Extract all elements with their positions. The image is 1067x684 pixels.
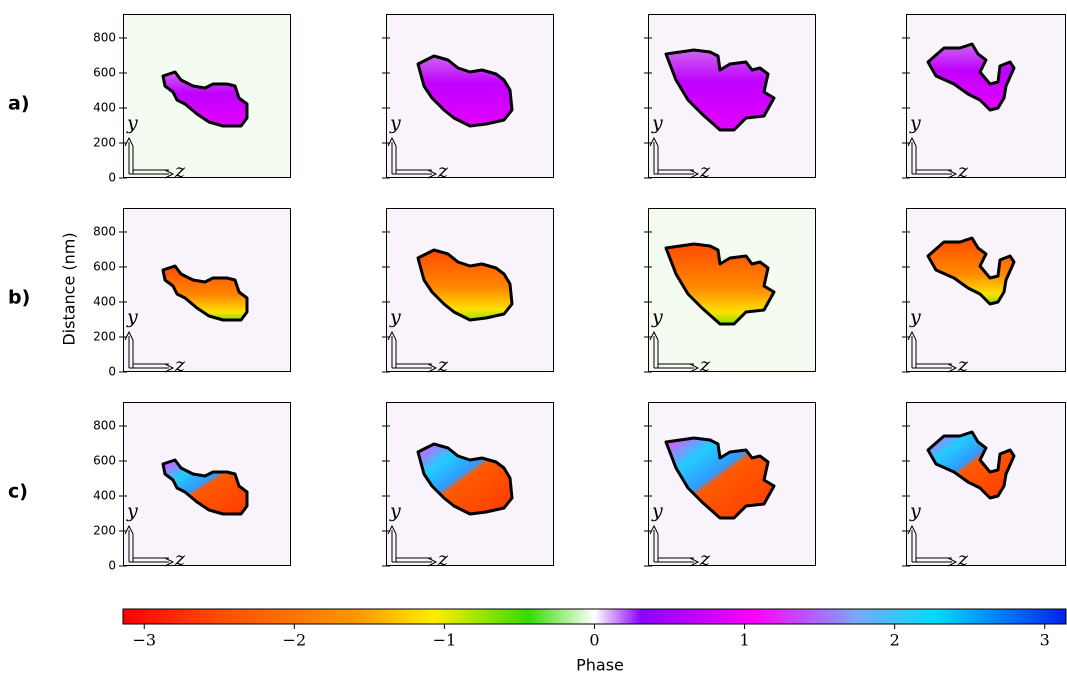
panel: y z 0 200 400 600 800 bbox=[93, 14, 291, 185]
panel: yz bbox=[902, 402, 1066, 570]
axis-glyph-y: y bbox=[909, 112, 921, 134]
row-label: b) bbox=[8, 287, 30, 309]
axis-glyph-z: z bbox=[174, 354, 186, 376]
row-label: c) bbox=[8, 481, 28, 503]
y-tick-label: 800 bbox=[93, 224, 116, 238]
axis-glyph-z: z bbox=[174, 548, 186, 570]
axis-glyph-y: y bbox=[909, 306, 921, 328]
axis-glyph-z: z bbox=[957, 160, 969, 182]
y-tick-label: 400 bbox=[93, 488, 116, 502]
axis-glyph-z: z bbox=[437, 354, 449, 376]
axis-glyph-y: y bbox=[651, 112, 663, 134]
y-tick-label: 200 bbox=[93, 135, 116, 149]
y-tick-label: 0 bbox=[108, 171, 116, 185]
axis-glyph-y: y bbox=[389, 306, 401, 328]
axis-glyph-z: z bbox=[957, 548, 969, 570]
axis-glyph-z: z bbox=[957, 354, 969, 376]
axis-glyph-y: y bbox=[909, 500, 921, 522]
axis-glyph-y: y bbox=[126, 112, 138, 134]
panel: yz bbox=[644, 402, 816, 570]
y-tick-label: 600 bbox=[93, 65, 116, 79]
panel: yz bbox=[382, 402, 554, 570]
axis-glyph-y: y bbox=[651, 306, 663, 328]
colorbar-tick-label: 3 bbox=[1040, 631, 1050, 650]
axis-glyph-z: z bbox=[437, 160, 449, 182]
y-tick-label: 800 bbox=[93, 418, 116, 432]
colorbar-tick-label: 0 bbox=[589, 631, 599, 650]
y-tick-label: 400 bbox=[93, 294, 116, 308]
panel: yz bbox=[902, 208, 1066, 376]
axis-glyph-z: z bbox=[699, 160, 711, 182]
axis-glyph-y: y bbox=[389, 500, 401, 522]
y-tick-label: 600 bbox=[93, 453, 116, 467]
panel: yz bbox=[644, 14, 816, 182]
axis-glyph-y: y bbox=[126, 306, 138, 328]
axis-glyph-z: z bbox=[699, 354, 711, 376]
y-tick-label: 400 bbox=[93, 100, 116, 114]
axis-glyph-z: z bbox=[699, 548, 711, 570]
axis-glyph-y: y bbox=[389, 112, 401, 134]
axis-glyph-z: z bbox=[174, 160, 186, 182]
colorbar-tick-label: 1 bbox=[739, 631, 749, 650]
figure: Distance (nm) Phase a)yz0200400600800yzy… bbox=[0, 0, 1067, 680]
y-axis-label: Distance (nm) bbox=[60, 232, 79, 345]
colorbar-tick-label: −1 bbox=[433, 631, 457, 650]
panel: yz bbox=[644, 208, 816, 376]
y-tick-label: 600 bbox=[93, 259, 116, 273]
y-tick-label: 200 bbox=[93, 523, 116, 537]
colorbar-tick-label: 2 bbox=[890, 631, 900, 650]
axis-glyph-y: y bbox=[651, 500, 663, 522]
panel: yz bbox=[382, 208, 554, 376]
colorbar bbox=[123, 609, 1066, 624]
colorbar-tick-label: −3 bbox=[132, 631, 156, 650]
panel: y z 0 200 400 600 800 bbox=[93, 208, 291, 379]
y-tick-label: 200 bbox=[93, 329, 116, 343]
row-label: a) bbox=[8, 93, 30, 115]
y-tick-label: 0 bbox=[108, 365, 116, 379]
colorbar-label: Phase bbox=[576, 656, 624, 675]
panel: yz bbox=[902, 14, 1066, 182]
y-tick-label: 0 bbox=[108, 559, 116, 573]
axis-glyph-y: y bbox=[126, 500, 138, 522]
colorbar-tick-label: −2 bbox=[283, 631, 307, 650]
panel: y z 0 200 400 600 800 bbox=[93, 402, 291, 573]
y-tick-label: 800 bbox=[93, 30, 116, 44]
axis-glyph-z: z bbox=[437, 548, 449, 570]
panel: yz bbox=[382, 14, 554, 182]
